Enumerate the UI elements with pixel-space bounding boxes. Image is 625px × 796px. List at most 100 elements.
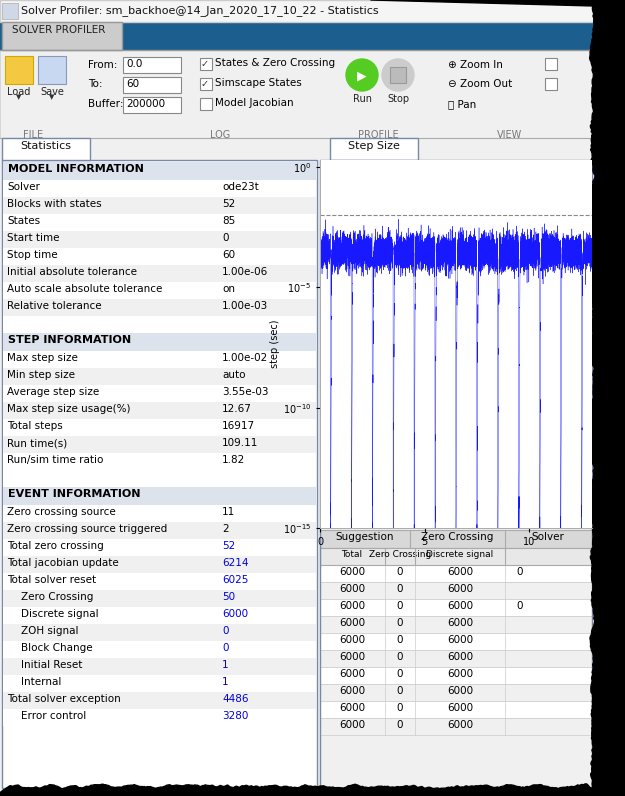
Bar: [320, 718, 592, 735]
Circle shape: [382, 59, 414, 91]
Text: 0: 0: [397, 720, 403, 730]
Bar: [3, 402, 316, 419]
Text: VIEW: VIEW: [498, 130, 522, 140]
Bar: [3, 419, 316, 436]
Bar: [3, 641, 316, 658]
Bar: [3, 231, 316, 248]
Text: 6000: 6000: [447, 618, 473, 628]
Text: Solver Profiler: sm_backhoe@14_Jan_2020_17_10_22 - Statistics: Solver Profiler: sm_backhoe@14_Jan_2020_…: [21, 5, 379, 16]
Bar: [123, 77, 181, 93]
Text: ▼: ▼: [49, 94, 55, 100]
Text: 6000: 6000: [339, 686, 365, 696]
Bar: [3, 299, 316, 316]
Text: States & Zero Crossing: States & Zero Crossing: [215, 58, 335, 68]
Text: 109.11: 109.11: [222, 438, 258, 448]
Text: 1.00e-02: 1.00e-02: [222, 353, 268, 363]
Text: Block Change: Block Change: [21, 643, 92, 653]
Bar: [3, 658, 316, 675]
Bar: [200, 58, 212, 70]
Text: 6000: 6000: [222, 609, 248, 619]
Text: 1: 1: [222, 660, 229, 670]
Text: 1.00e-06: 1.00e-06: [222, 267, 268, 277]
Bar: [320, 650, 592, 667]
Text: 0: 0: [517, 601, 523, 611]
Bar: [320, 633, 592, 650]
Bar: [390, 67, 406, 83]
Text: 6000: 6000: [447, 567, 473, 577]
Bar: [3, 282, 316, 299]
Text: 0: 0: [222, 233, 229, 243]
Text: 52: 52: [222, 541, 235, 551]
Text: Internal: Internal: [21, 677, 61, 687]
Bar: [3, 436, 316, 453]
Text: 60: 60: [126, 79, 139, 89]
Text: 0: 0: [222, 626, 229, 636]
Bar: [0, 0, 600, 22]
Text: 6000: 6000: [339, 635, 365, 645]
Text: Average step size: Average step size: [7, 387, 99, 397]
Text: Stop time: Stop time: [7, 250, 58, 260]
Text: Total jacobian update: Total jacobian update: [7, 558, 119, 568]
Text: Total solver exception: Total solver exception: [7, 694, 121, 704]
Bar: [320, 667, 592, 684]
Bar: [3, 522, 316, 539]
Text: 60: 60: [222, 250, 235, 260]
Text: 11: 11: [222, 507, 235, 517]
Bar: [320, 616, 592, 633]
Text: ▼: ▼: [16, 94, 22, 100]
Text: 6000: 6000: [447, 601, 473, 611]
Text: Total solver reset: Total solver reset: [7, 575, 96, 585]
Bar: [2, 3, 18, 19]
Text: Discrete signal: Discrete signal: [426, 550, 494, 559]
Text: ZOH signal: ZOH signal: [21, 626, 79, 636]
Text: 0: 0: [397, 686, 403, 696]
Text: 6000: 6000: [447, 669, 473, 679]
Bar: [200, 98, 212, 110]
Bar: [545, 58, 557, 70]
Bar: [3, 607, 316, 624]
Text: auto: auto: [222, 370, 246, 380]
Text: 0: 0: [517, 567, 523, 577]
Bar: [5, 56, 33, 84]
Text: Zero crossing source: Zero crossing source: [7, 507, 116, 517]
Text: 6000: 6000: [339, 601, 365, 611]
Text: 6000: 6000: [339, 669, 365, 679]
Bar: [2, 22, 122, 50]
Y-axis label: step (sec): step (sec): [270, 320, 280, 369]
Text: 6000: 6000: [339, 720, 365, 730]
Bar: [3, 214, 316, 231]
Text: 200000: 200000: [126, 99, 165, 109]
Text: 6000: 6000: [447, 720, 473, 730]
Text: 3280: 3280: [222, 711, 248, 721]
Bar: [3, 505, 316, 522]
Text: Load: Load: [8, 87, 31, 97]
Text: Run/sim time ratio: Run/sim time ratio: [7, 455, 103, 465]
Text: LOG: LOG: [210, 130, 230, 140]
Bar: [3, 556, 316, 573]
Text: 6214: 6214: [222, 558, 249, 568]
Text: States: States: [7, 216, 40, 226]
Text: Stop: Stop: [387, 94, 409, 104]
Text: 6000: 6000: [447, 686, 473, 696]
Text: 85: 85: [222, 216, 235, 226]
Bar: [3, 624, 316, 641]
Bar: [320, 548, 592, 565]
Bar: [320, 530, 592, 548]
Text: Simscape States: Simscape States: [215, 78, 302, 88]
Text: 2: 2: [222, 524, 229, 534]
Bar: [0, 22, 600, 50]
Text: Max step size usage(%): Max step size usage(%): [7, 404, 131, 414]
Text: 0: 0: [397, 669, 403, 679]
Bar: [3, 539, 316, 556]
Text: 0: 0: [397, 618, 403, 628]
Text: 1.00e-03: 1.00e-03: [222, 301, 268, 311]
Bar: [3, 573, 316, 590]
Bar: [320, 160, 592, 790]
Text: Total zero crossing: Total zero crossing: [7, 541, 104, 551]
Text: FILE: FILE: [23, 130, 43, 140]
Bar: [38, 56, 66, 84]
Text: Save: Save: [40, 87, 64, 97]
Text: ✓: ✓: [201, 59, 209, 69]
Text: 0: 0: [397, 601, 403, 611]
Text: SOLVER PROFILER: SOLVER PROFILER: [12, 25, 106, 35]
